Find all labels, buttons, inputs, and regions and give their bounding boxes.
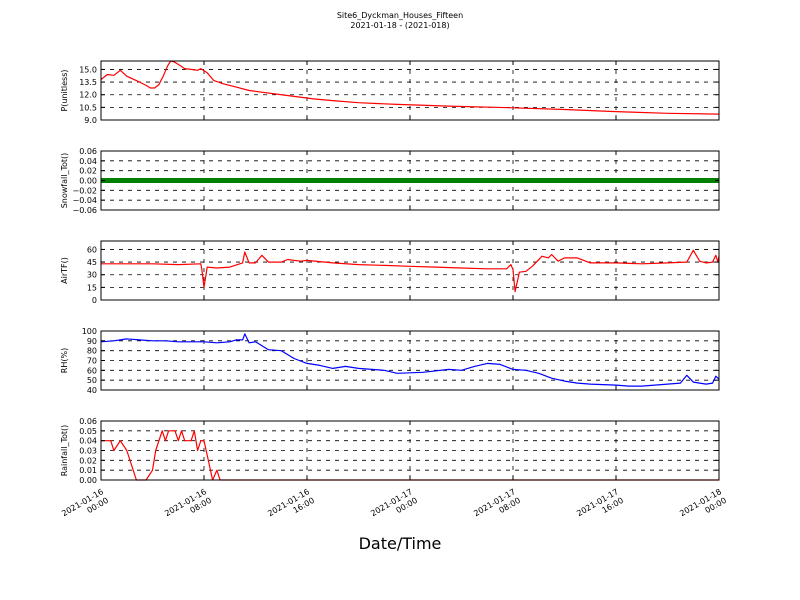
y-tick-label: 15.0 xyxy=(79,65,97,74)
y-tick-label: 0.02 xyxy=(79,167,97,176)
y-axis-label-snow: Snowfall_Tot() xyxy=(60,153,69,209)
y-tick-label: 30 xyxy=(87,271,97,280)
x-tick-label: 2021-01-1708:00 xyxy=(472,487,522,527)
x-tick-label: 2021-01-1700:00 xyxy=(369,487,419,527)
y-tick-label: 0 xyxy=(92,296,97,305)
y-tick-label: 0.06 xyxy=(79,147,97,156)
x-tick-label: 2021-01-1800:00 xyxy=(678,487,728,527)
x-axis-label: Date/Time xyxy=(358,534,442,553)
chart-subtitle: 2021-01-18 - (2021-018) xyxy=(350,21,450,30)
y-tick-label: 70 xyxy=(87,357,97,366)
y-tick-label: 90 xyxy=(87,337,97,346)
y-axis-label-airt: AirTF() xyxy=(60,257,69,284)
y-tick-label: 9.0 xyxy=(84,116,97,125)
series-line-rain xyxy=(101,430,719,481)
y-tick-label: 45 xyxy=(87,258,97,267)
y-tick-label: −0.02 xyxy=(72,186,97,195)
y-tick-label: 15 xyxy=(87,283,97,292)
chart-title-block: Site6_Dyckman_Houses_Fifteen 2021-01-18 … xyxy=(0,11,800,31)
series-line-airt xyxy=(101,249,720,293)
y-tick-label: 0.00 xyxy=(79,476,97,485)
y-axis-label-rh: RH(%) xyxy=(60,348,69,373)
y-tick-label: 0.04 xyxy=(79,437,97,446)
series-line-rh xyxy=(100,333,720,387)
y-tick-label: 0.03 xyxy=(79,447,97,456)
y-tick-label: 0.06 xyxy=(79,417,97,426)
y-tick-label: 0.02 xyxy=(79,456,97,465)
y-axis-label-rain: Rainfall_Tot() xyxy=(60,425,69,477)
y-tick-label: 10.5 xyxy=(79,103,97,112)
y-tick-label: 60 xyxy=(87,245,97,254)
x-tick-label: 2021-01-1600:00 xyxy=(60,487,110,527)
y-tick-label: 50 xyxy=(87,376,97,385)
y-tick-label: 0.05 xyxy=(79,427,97,436)
y-tick-label: 0.00 xyxy=(79,177,97,186)
x-tick-label: 2021-01-1608:00 xyxy=(163,487,213,527)
x-tick-label: 2021-01-1616:00 xyxy=(266,487,316,527)
y-tick-label: 40 xyxy=(87,386,97,395)
y-tick-label: 60 xyxy=(87,366,97,375)
y-tick-label: 12.0 xyxy=(79,91,97,100)
y-tick-label: −0.04 xyxy=(72,196,97,205)
y-tick-label: 80 xyxy=(87,347,97,356)
y-tick-label: 0.01 xyxy=(79,466,97,475)
y-tick-label: −0.06 xyxy=(72,206,97,215)
y-tick-label: 13.5 xyxy=(79,78,97,87)
x-tick-label: 2021-01-1716:00 xyxy=(575,487,625,527)
y-axis-label-p: P(unitless) xyxy=(60,69,69,111)
series-line-p xyxy=(100,60,720,115)
y-tick-label: 100 xyxy=(82,327,97,336)
y-tick-label: 0.04 xyxy=(79,157,97,166)
chart-title: Site6_Dyckman_Houses_Fifteen xyxy=(336,11,464,20)
